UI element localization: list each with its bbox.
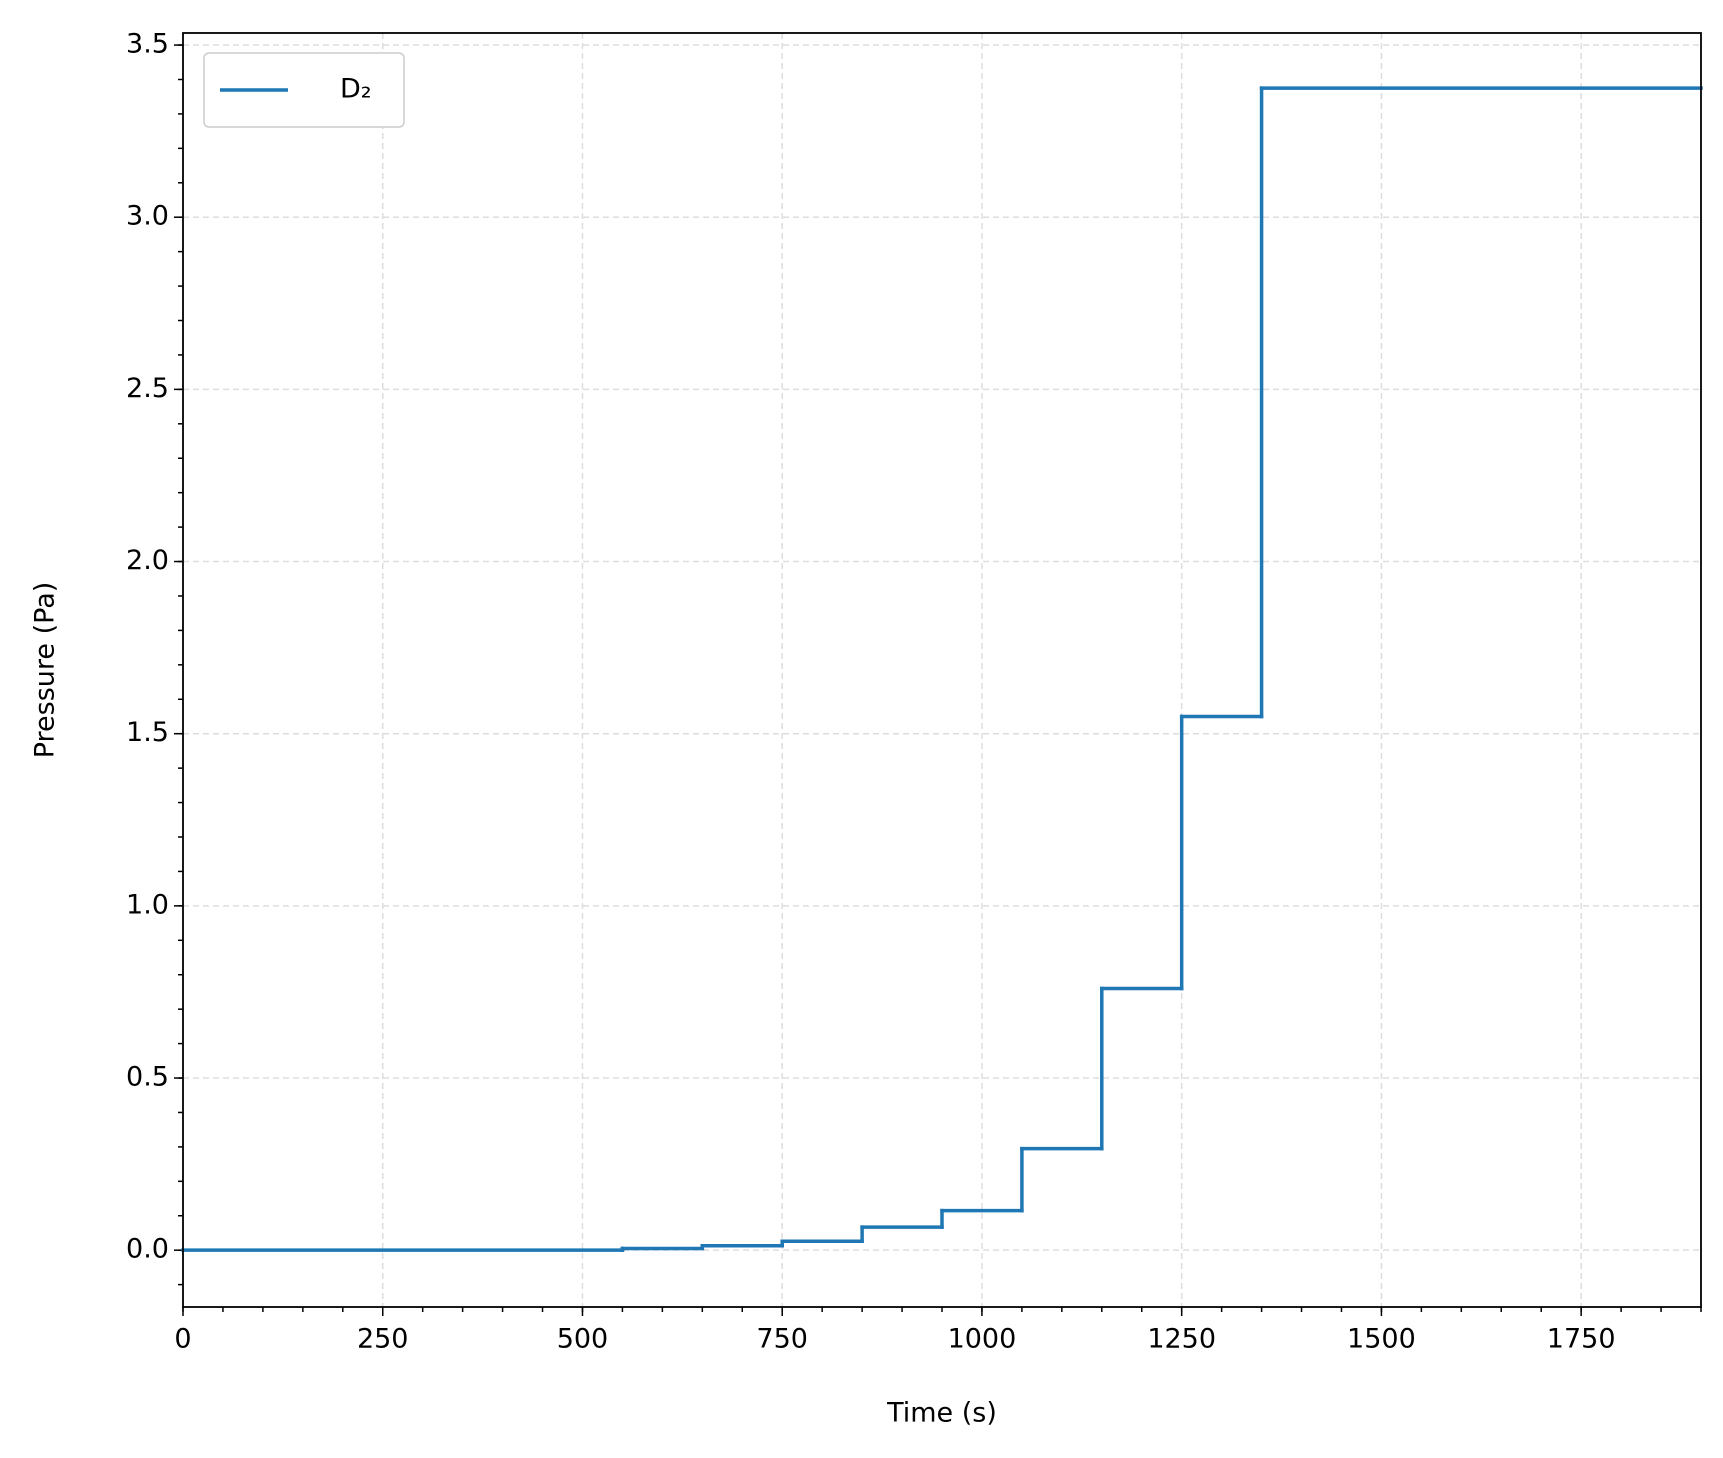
y-tick-label: 2.0 — [126, 545, 169, 576]
y-tick-label: 2.5 — [126, 373, 169, 404]
y-tick-label: 1.5 — [126, 717, 169, 748]
x-axis-label: Time (s) — [886, 1398, 997, 1429]
x-tick-label: 750 — [756, 1324, 808, 1355]
x-tick-label: 1250 — [1147, 1324, 1216, 1355]
y-tick-label: 0.0 — [126, 1234, 169, 1265]
plot-frame — [182, 32, 1702, 1308]
x-tick-label: 0 — [174, 1324, 191, 1355]
y-axis-label: Pressure (Pa) — [30, 582, 61, 759]
x-tick-label: 1000 — [948, 1324, 1017, 1355]
x-tick-label: 1500 — [1347, 1324, 1416, 1355]
x-tick-label: 500 — [557, 1324, 609, 1355]
legend-box — [203, 52, 405, 128]
legend-label: D₂ — [340, 74, 372, 105]
y-tick-label: 3.5 — [126, 29, 169, 60]
x-tick-label: 1750 — [1547, 1324, 1616, 1355]
y-tick-label: 0.5 — [126, 1062, 169, 1093]
y-tick-label: 3.0 — [126, 201, 169, 232]
x-tick-label: 250 — [357, 1324, 409, 1355]
y-tick-label: 1.0 — [126, 889, 169, 920]
